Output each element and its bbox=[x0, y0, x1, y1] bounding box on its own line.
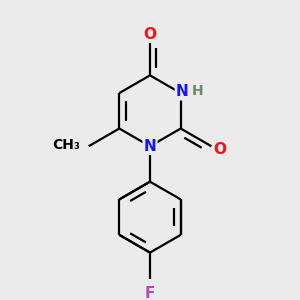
Text: F: F bbox=[145, 286, 155, 300]
Text: N: N bbox=[176, 84, 189, 99]
Text: H: H bbox=[192, 84, 203, 98]
Text: CH₃: CH₃ bbox=[52, 138, 80, 152]
Text: O: O bbox=[214, 142, 226, 157]
Text: N: N bbox=[144, 139, 156, 154]
Text: O: O bbox=[143, 27, 157, 42]
